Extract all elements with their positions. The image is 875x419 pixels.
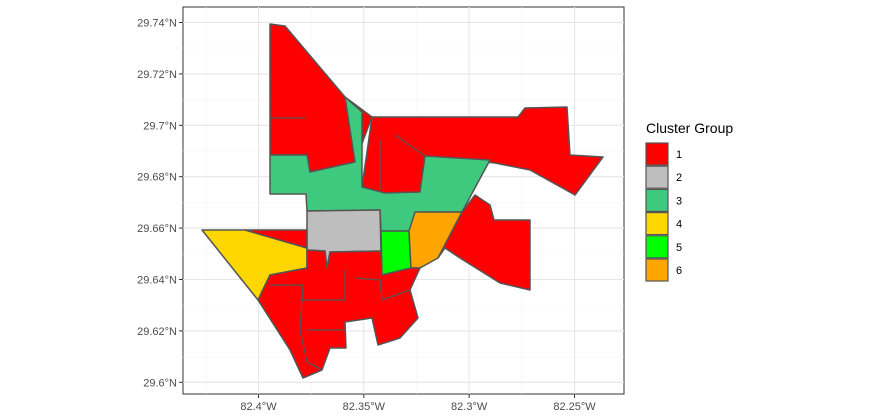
legend-swatch — [645, 235, 669, 259]
x-tick-label: 82.3°W — [451, 401, 488, 413]
legend-label: 5 — [676, 242, 682, 254]
legend-label: 3 — [676, 195, 682, 207]
y-tick-label: 29.68°N — [137, 172, 177, 184]
legend-label: 1 — [676, 149, 682, 161]
legend-swatch — [645, 142, 669, 166]
y-tick-label: 29.6°N — [143, 377, 177, 389]
map-regions — [201, 23, 604, 379]
legend-label: 6 — [676, 265, 682, 277]
x-tick-label: 82.35°W — [343, 401, 386, 413]
x-tick-label: 82.25°W — [553, 401, 596, 413]
x-tick-label: 82.4°W — [240, 401, 277, 413]
legend-swatch — [645, 165, 669, 189]
y-tick-label: 29.72°N — [137, 69, 177, 81]
y-tick-label: 29.66°N — [137, 223, 177, 235]
legend-swatch — [645, 188, 669, 212]
legend-title: Cluster Group — [646, 120, 733, 136]
y-tick-label: 29.64°N — [137, 275, 177, 287]
region-cluster-1-southeast — [437, 194, 531, 291]
x-axis: 82.4°W 82.35°W 82.3°W 82.25°W — [240, 394, 596, 413]
y-tick-label: 29.7°N — [143, 120, 177, 132]
legend-label: 4 — [676, 219, 682, 231]
legend-label: 2 — [676, 172, 682, 184]
y-tick-label: 29.62°N — [137, 326, 177, 338]
legend: Cluster Group 1 2 3 4 5 6 — [645, 120, 733, 282]
legend-swatch — [645, 212, 669, 236]
y-tick-label: 29.74°N — [137, 18, 177, 30]
y-axis: 29.74°N 29.72°N 29.7°N 29.68°N 29.66°N 29.64°… — [137, 18, 183, 389]
region-cluster-1-west-strip — [244, 229, 308, 249]
legend-swatch — [645, 258, 669, 282]
region-internal-boundaries — [270, 117, 426, 371]
